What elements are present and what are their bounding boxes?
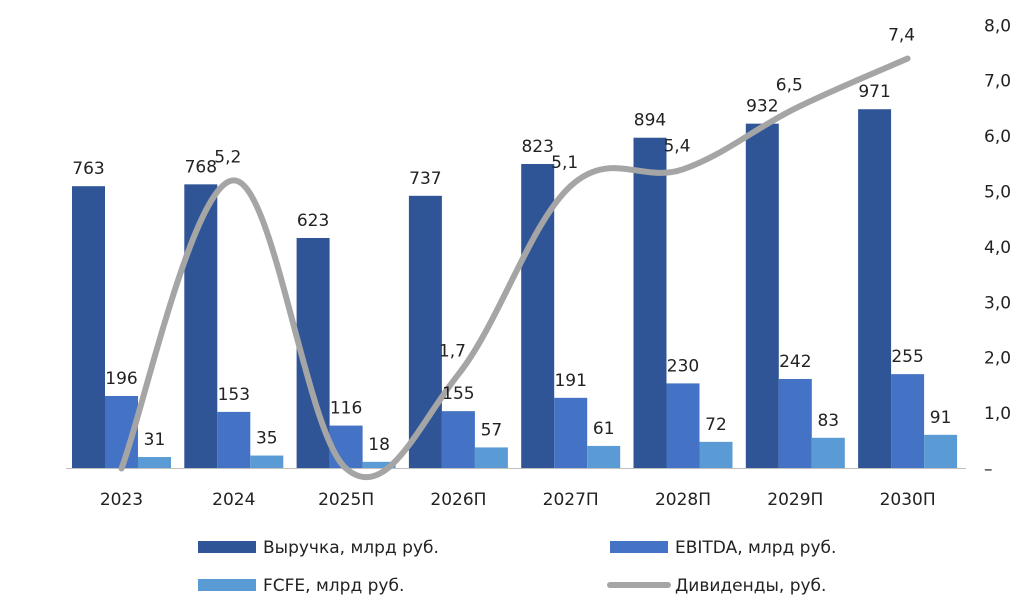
legend-label-3: Дивиденды, руб. [675, 576, 826, 596]
x-tick-labels: 2023 2024 2025П 2026П 2027П 2028П 2029П 2030П [100, 490, 936, 510]
dividend-label-4: 5,1 [551, 153, 578, 173]
bar-ebitda-5 [666, 383, 700, 469]
legend-label-1: EBITDA, млрд руб. [675, 538, 836, 558]
dividend-label-3: 1,7 [439, 341, 466, 361]
bar-fcfe-1 [250, 455, 284, 469]
bar-label-revenue-7: 971 [858, 82, 890, 102]
bar-label-fcfe-0: 31 [144, 430, 166, 450]
right-y-tick-label-8: 8,0 [984, 16, 1011, 36]
x-tick-label-1: 2024 [212, 490, 255, 510]
bar-label-fcfe-4: 61 [593, 419, 615, 439]
bar-fcfe-7 [924, 434, 958, 469]
bar-label-fcfe-5: 72 [705, 415, 727, 435]
bar-label-fcfe-7: 91 [930, 408, 952, 428]
x-tick-label-4: 2027П [543, 490, 599, 510]
bar-label-fcfe-1: 35 [256, 429, 278, 449]
dividends-line-group [118, 55, 911, 480]
bar-label-ebitda-2: 116 [330, 399, 362, 419]
right-y-tick-label-4: 4,0 [984, 238, 1011, 258]
bar-label-fcfe-3: 57 [481, 420, 503, 440]
bar-revenue-1 [184, 184, 218, 469]
x-tick-label-7: 2030П [880, 490, 936, 510]
dividend-label-6: 6,5 [776, 75, 803, 95]
legend: Выручка, млрд руб. EBITDA, млрд руб. FCFE,… [198, 538, 836, 596]
bar-revenue-6 [745, 123, 779, 469]
bar-ebitda-7 [891, 374, 925, 469]
x-tick-label-5: 2028П [655, 490, 711, 510]
bar-fcfe-6 [811, 437, 845, 469]
legend-swatch-1 [610, 541, 668, 553]
x-tick-label-3: 2026П [430, 490, 486, 510]
bar-ebitda-4 [554, 397, 588, 469]
bar-label-ebitda-0: 196 [105, 369, 137, 389]
bar-revenue-5 [633, 137, 667, 469]
right-y-tick-labels: – 1,0 2,0 3,0 4,0 5,0 6,0 7,0 8,0 [984, 16, 1011, 479]
right-y-tick-label-1: 1,0 [984, 404, 1011, 424]
legend-label-0: Выручка, млрд руб. [263, 538, 439, 558]
bar-label-fcfe-6: 83 [817, 411, 839, 431]
legend-swatch-2 [198, 579, 256, 591]
bar-label-ebitda-1: 153 [218, 385, 250, 405]
bar-fcfe-5 [699, 441, 733, 469]
bar-fcfe-2 [362, 461, 396, 469]
right-y-tick-label-7: 7,0 [984, 72, 1011, 92]
right-y-tick-label-2: 2,0 [984, 349, 1011, 369]
bar-ebitda-3 [441, 411, 475, 469]
bar-revenue-7 [858, 109, 892, 469]
right-y-tick-label-5: 5,0 [984, 183, 1011, 203]
bar-fcfe-4 [587, 445, 621, 469]
bar-label-ebitda-3: 155 [442, 384, 474, 404]
dividend-label-5: 5,4 [663, 136, 690, 156]
legend-label-2: FCFE, млрд руб. [263, 576, 404, 596]
bar-label-ebitda-7: 255 [891, 347, 923, 367]
bar-label-revenue-2: 623 [297, 211, 329, 231]
x-tick-label-6: 2029П [767, 490, 823, 510]
bar-label-revenue-3: 737 [409, 169, 441, 189]
bar-label-ebitda-5: 230 [667, 356, 699, 376]
dividend-label-7: 7,4 [888, 26, 915, 46]
bar-label-revenue-4: 823 [521, 137, 553, 157]
dividends-line [118, 55, 911, 480]
x-tick-label-0: 2023 [100, 490, 143, 510]
bar-label-fcfe-2: 18 [368, 435, 390, 455]
bars-group [72, 109, 958, 469]
bar-label-revenue-1: 768 [185, 157, 217, 177]
bar-fcfe-3 [474, 447, 508, 469]
legend-swatch-0 [198, 541, 256, 553]
data-labels: 763 196 31 768 153 35 623 116 18 737 155 57 823 191 61… [72, 26, 951, 455]
right-y-tick-label-6: 6,0 [984, 127, 1011, 147]
x-tick-label-2: 2025П [318, 490, 374, 510]
bar-fcfe-0 [138, 457, 171, 469]
bar-label-ebitda-6: 242 [779, 352, 811, 372]
bar-label-ebitda-4: 191 [554, 371, 586, 391]
bar-ebitda-1 [217, 411, 251, 469]
dividend-label-1: 5,2 [214, 147, 241, 167]
bar-label-revenue-6: 932 [746, 97, 778, 117]
right-y-tick-label-3: 3,0 [984, 293, 1011, 313]
right-y-tick-label-0: – [984, 460, 993, 480]
bar-revenue-0 [72, 186, 105, 469]
bar-label-revenue-5: 894 [634, 111, 666, 131]
bar-revenue-3 [408, 195, 442, 469]
bar-label-revenue-0: 763 [72, 159, 104, 179]
bar-ebitda-6 [778, 378, 812, 469]
